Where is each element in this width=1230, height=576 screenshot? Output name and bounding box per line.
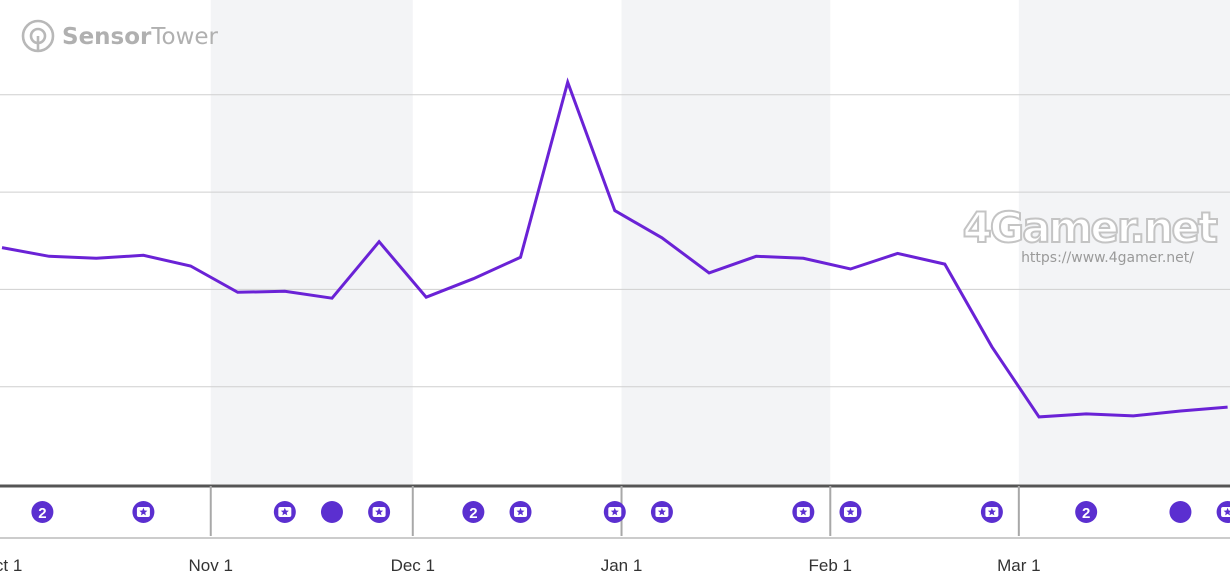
star-icon bbox=[516, 507, 525, 516]
event-marker-star[interactable] bbox=[650, 501, 673, 523]
event-marker-badge[interactable]: 2 bbox=[31, 501, 54, 523]
event-marker-star[interactable] bbox=[603, 501, 626, 523]
star-icon bbox=[610, 507, 619, 516]
gridlines bbox=[0, 94, 1230, 388]
watermark: 4Gamer.net https://www.4gamer.net/ bbox=[962, 202, 1221, 266]
series-line bbox=[1, 77, 1228, 419]
event-marker-badge[interactable]: 2 bbox=[462, 501, 485, 523]
star-icon bbox=[280, 507, 289, 516]
svg-text:SensorTower: SensorTower bbox=[62, 24, 219, 50]
star-icon bbox=[657, 507, 666, 516]
sensor-tower-logo: SensorTower bbox=[21, 19, 219, 53]
watermark-logo: 4Gamer.net bbox=[963, 203, 1218, 252]
event-marker-badge[interactable]: 2 bbox=[1075, 501, 1098, 523]
star-icon bbox=[1223, 507, 1230, 516]
event-marker-star[interactable] bbox=[509, 501, 532, 523]
event-marker-star[interactable] bbox=[368, 501, 391, 523]
event-badge-label: 2 bbox=[38, 505, 46, 522]
x-tick-label: Nov 1 bbox=[189, 556, 233, 575]
brand-name-light: Tower bbox=[150, 24, 218, 50]
event-marker-dot[interactable] bbox=[1169, 501, 1192, 523]
x-tick-label: Jan 1 bbox=[601, 556, 643, 575]
event-marker-dot[interactable] bbox=[320, 501, 343, 523]
month-bands bbox=[210, 0, 1230, 484]
x-tick-label: Oct 1 bbox=[0, 556, 22, 575]
brand-name-bold: Sensor bbox=[62, 24, 152, 50]
star-icon bbox=[846, 507, 855, 516]
x-tick-label: Feb 1 bbox=[809, 556, 852, 575]
month-band bbox=[621, 0, 831, 484]
event-marker-star[interactable] bbox=[839, 501, 862, 523]
event-badge-label: 2 bbox=[469, 505, 477, 522]
event-marker-star[interactable] bbox=[980, 501, 1003, 523]
event-track: 2 2 2 bbox=[0, 484, 1230, 539]
x-axis: Oct 1 Nov 1 Dec 1 Jan 1 Feb 1 Mar 1 bbox=[0, 556, 1041, 575]
star-icon bbox=[139, 507, 148, 516]
star-icon bbox=[799, 507, 808, 516]
event-marker-star[interactable] bbox=[132, 501, 155, 523]
star-icon bbox=[375, 507, 384, 516]
month-band bbox=[210, 0, 413, 484]
watermark-url: https://www.4gamer.net/ bbox=[1021, 250, 1194, 266]
month-band bbox=[1018, 0, 1230, 484]
event-marker-star[interactable] bbox=[273, 501, 296, 523]
event-badge-label: 2 bbox=[1082, 505, 1090, 522]
star-icon bbox=[987, 507, 996, 516]
x-tick-label: Mar 1 bbox=[997, 556, 1040, 575]
x-tick-label: Dec 1 bbox=[391, 556, 435, 575]
event-marker-star[interactable] bbox=[792, 501, 815, 523]
event-marker-star[interactable] bbox=[1216, 501, 1230, 523]
